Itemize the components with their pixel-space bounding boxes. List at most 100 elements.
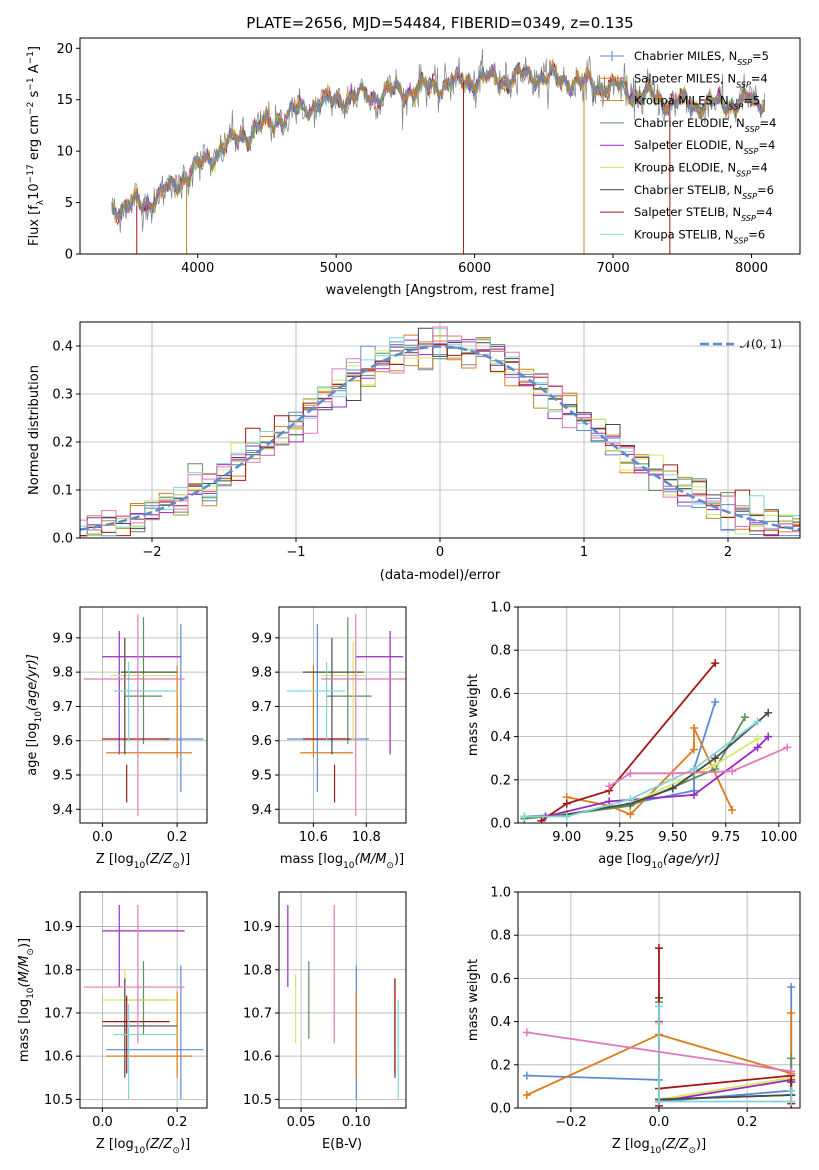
x-tick-label: 9.25 — [605, 830, 634, 845]
chart-title: PLATE=2656, MJD=54484, FIBERID=0349, z=0… — [246, 14, 633, 32]
y-tick-label: 10.8 — [243, 963, 272, 978]
y-tick-label: 9.5 — [52, 769, 73, 784]
y-tick-label: 9.8 — [52, 666, 73, 681]
x-tick-label: 0.0 — [92, 1115, 113, 1130]
label-part: 10 — [650, 1146, 662, 1156]
plot-area — [518, 892, 800, 1108]
y-tick-label: 10.7 — [243, 1006, 272, 1021]
label-part: (Z/Z — [145, 1137, 173, 1152]
label-part: )] — [696, 1137, 706, 1152]
label-part: )] — [17, 938, 32, 948]
axes-frame — [517, 606, 801, 824]
label-part: 10 — [343, 861, 355, 871]
x-tick-label: 9.75 — [711, 830, 740, 845]
label-part: Z [log — [612, 1137, 650, 1152]
y-tick-label: 0.2 — [490, 773, 511, 788]
x-axis-label: Z [log10(Z/Z⊙)] — [612, 1137, 706, 1156]
y-tick-label: 0.0 — [490, 1102, 511, 1117]
y-tick-label: 0.3 — [52, 388, 73, 403]
x-tick-label: 5000 — [320, 261, 353, 276]
x-tick-label: −1 — [286, 545, 305, 560]
plot-massweight_vs_age: 9.00 9.25 9.50 9.75 10.00 0.0 0.2 0.4 0.6 0.8 1.0 — [490, 601, 801, 845]
x-tick-label: 0.2 — [737, 1115, 758, 1130]
y-axis-label: mass [log10(M/M⊙)] — [17, 938, 36, 1062]
label-part: mass [log — [17, 999, 32, 1062]
label-part: 10 — [134, 1146, 146, 1156]
x-axis-label: E(B-V) — [322, 1137, 362, 1152]
label-part: 10 — [651, 861, 663, 871]
y-tick-label: 10.8 — [44, 963, 73, 978]
label-part: (Z/Z — [145, 852, 173, 867]
legend-n: =5 — [752, 49, 769, 63]
label-part: 10 — [26, 987, 36, 999]
plot-area — [518, 607, 800, 823]
legend-name: Chabrier MILES, N — [634, 49, 737, 63]
plot-residuals: −2 −1 0 1 2 0.0 0.1 0.2 0.3 0.4 — [52, 321, 801, 560]
series-line — [658, 1002, 793, 1101]
x-tick-label: 2 — [724, 545, 732, 560]
x-axis-label: Z [log10(Z/Z⊙)] — [96, 1137, 190, 1156]
y-tick-label: 0.4 — [490, 1015, 511, 1030]
spectrum-model-line — [111, 64, 766, 220]
series-line — [658, 948, 793, 1106]
x-tick-label: 10.8 — [352, 830, 381, 845]
y-tick-label: 20 — [56, 42, 73, 57]
y-axis-label: Flux [fλ10−17 erg cm−2 s−1 A−1] — [26, 46, 46, 246]
legend-label: Kroupa ELODIE, NSSP=4 — [634, 161, 768, 179]
legend-label: Chabrier MILES, NSSP=5 — [634, 49, 769, 67]
y-tick-label: 10.9 — [44, 920, 73, 935]
y-tick-label: 9.8 — [251, 666, 272, 681]
label-part: ⊙ — [172, 861, 180, 871]
y-tick-label: 0 — [65, 248, 73, 263]
plot-age_vs_mass: 10.6 10.8 9.4 9.5 9.6 9.7 9.8 9.9 — [251, 606, 407, 845]
label-part: s — [27, 90, 42, 101]
y-tick-label: 0.2 — [490, 1058, 511, 1073]
label-part: )] — [180, 852, 190, 867]
x-axis-label: (data-model)/error — [380, 568, 501, 583]
y-tick-label: 0.0 — [52, 532, 73, 547]
x-axis-label: mass [log10(M/M⊙)] — [280, 852, 404, 871]
x-tick-label: 10.00 — [760, 830, 797, 845]
y-tick-label: 15 — [56, 93, 73, 108]
y-tick-label: 10.6 — [44, 1050, 73, 1065]
x-tick-label: 4000 — [181, 261, 214, 276]
label-part: λ — [36, 199, 46, 205]
y-tick-label: 10.9 — [243, 920, 272, 935]
y-tick-label: 0.4 — [490, 730, 511, 745]
y-tick-label: 0.6 — [490, 972, 511, 987]
label-part: A — [27, 64, 42, 77]
legend-sub: SSP — [736, 169, 751, 178]
plot-mass_vs_Z: 0.0 0.2 10.5 10.6 10.7 10.8 10.9 — [44, 891, 208, 1130]
x-tick-label: 0.10 — [342, 1115, 371, 1130]
legend-label: Salpeter MILES, NSSP=4 — [634, 71, 768, 89]
plot-area — [80, 607, 207, 823]
x-tick-label: −2 — [142, 545, 161, 560]
label-part: Z [log — [96, 1137, 134, 1152]
legend-n: =4 — [751, 161, 768, 175]
x-tick-label: 0.0 — [92, 830, 113, 845]
legend-n: =6 — [757, 183, 774, 197]
axes-frame — [278, 891, 407, 1109]
x-axis-label: wavelength [Angstrom, rest frame] — [326, 283, 555, 298]
y-tick-label: 9.4 — [251, 803, 272, 818]
y-tick-label: 9.6 — [251, 734, 272, 749]
y-tick-label: 10 — [56, 145, 73, 160]
legend-n: =5 — [743, 94, 760, 108]
y-tick-label: 5 — [65, 196, 73, 211]
legend-name: Salpeter STELIB, N — [634, 205, 741, 219]
legend-name: Salpeter ELODIE, N — [634, 138, 744, 152]
plot-massweight_vs_Z: −0.2 0.0 0.2 0.0 0.2 0.4 0.6 0.8 1.0 — [490, 886, 801, 1130]
y-tick-label: 0.2 — [52, 436, 73, 451]
label-part: Z [log — [96, 852, 134, 867]
axes-frame — [79, 891, 208, 1109]
y-tick-label: 10.6 — [243, 1050, 272, 1065]
label-part: age [log — [598, 852, 651, 867]
y-tick-label: 10.7 — [44, 1006, 73, 1021]
legend-name: Chabrier STELIB, N — [634, 183, 742, 197]
x-tick-label: 0.05 — [287, 1115, 316, 1130]
x-tick-label: 9.50 — [658, 830, 687, 845]
x-tick-label: 10.6 — [299, 830, 328, 845]
y-tick-label: 9.5 — [251, 769, 272, 784]
label-part: (Z/Z — [661, 1137, 689, 1152]
